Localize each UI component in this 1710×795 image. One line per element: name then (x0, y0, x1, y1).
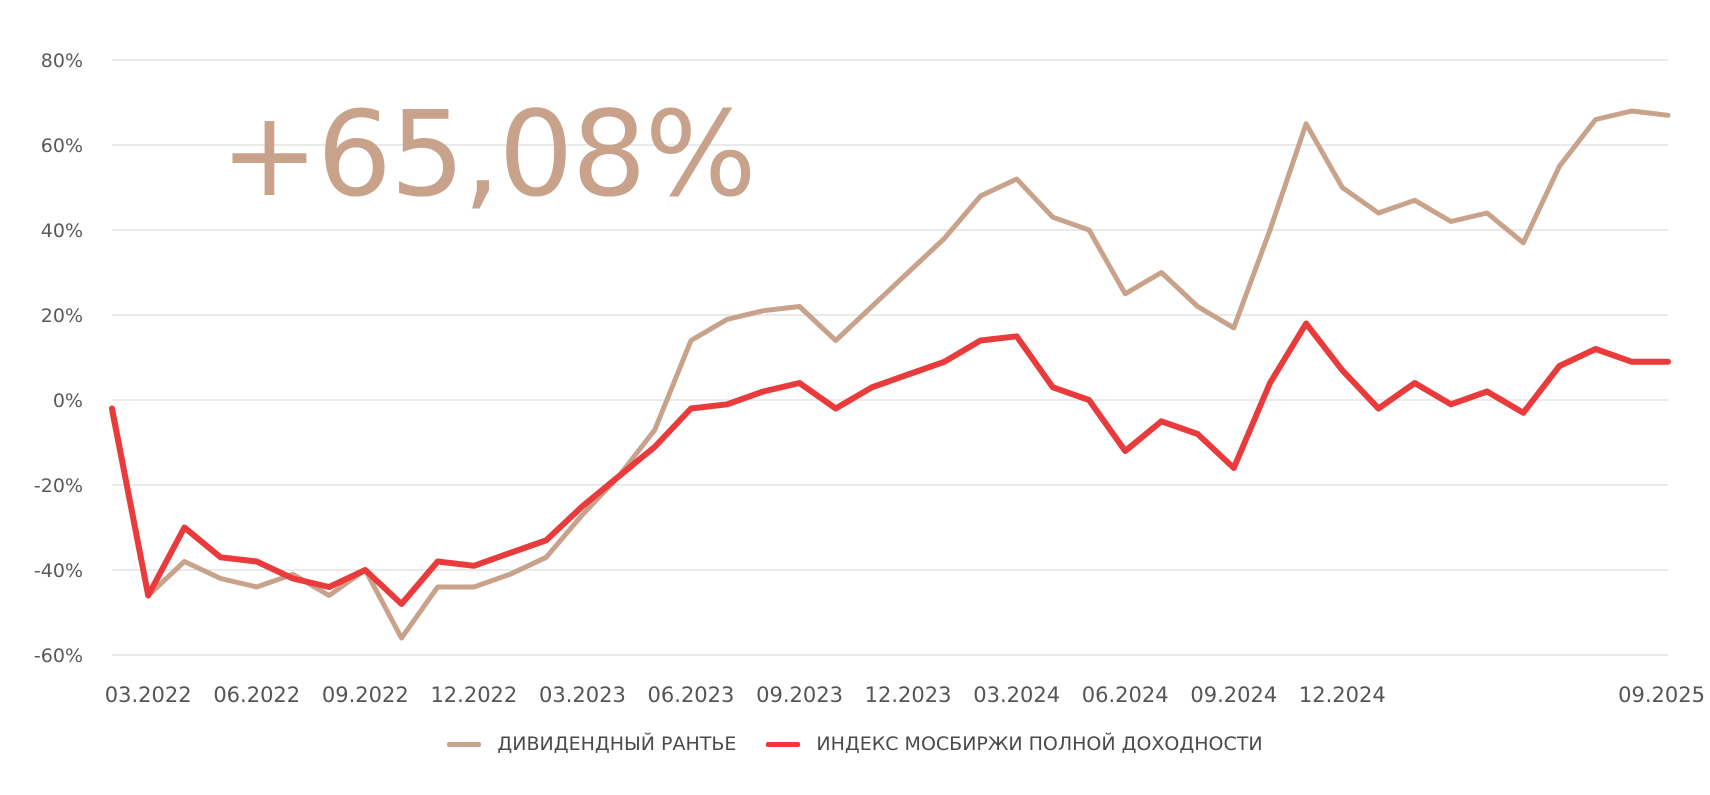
return-highlight: +65,08% (220, 85, 755, 223)
x-axis-ticks: 03.2022 06.2022 09.2022 12.2022 03.2023 06.20… (105, 683, 1705, 707)
y-axis-ticks: 80% 60% 40% 20% 0% -20% -40% -60% (34, 50, 83, 667)
y-tick-label: 20% (41, 305, 83, 327)
x-tick-label: 09.2024 (1190, 683, 1277, 707)
y-tick-label: 40% (41, 220, 83, 242)
x-tick-label: 06.2022 (213, 683, 300, 707)
x-tick-label: 12.2022 (430, 683, 517, 707)
y-tick-label: 0% (53, 390, 83, 412)
series-lines (109, 108, 1671, 641)
y-tick-label: 60% (41, 135, 83, 157)
gridlines (112, 59, 1668, 656)
x-tick-label: 03.2022 (105, 683, 192, 707)
legend-label-moex-total-return: ИНДЕКС МОСБИРЖИ ПОЛНОЙ ДОХОДНОСТИ (816, 733, 1263, 755)
x-tick-label: 03.2023 (539, 683, 626, 707)
y-tick-label: -60% (34, 645, 83, 667)
x-tick-label: 06.2024 (1082, 683, 1169, 707)
legend-swatch-moex-total-return (766, 741, 801, 747)
x-tick-label: 09.2025 (1618, 683, 1705, 707)
legend-item-moex-total-return: ИНДЕКС МОСБИРЖИ ПОЛНОЙ ДОХОДНОСТИ (766, 733, 1263, 755)
series-line-dividend-rentier (109, 108, 1671, 641)
y-tick-label: 80% (41, 50, 83, 72)
x-tick-label: 12.2023 (865, 683, 952, 707)
y-tick-label: -40% (34, 560, 83, 582)
x-tick-label: 12.2024 (1299, 683, 1386, 707)
legend-item-dividend-rentier: ДИВИДЕНДНЫЙ РАНТЬЕ (447, 733, 736, 755)
legend: ДИВИДЕНДНЫЙ РАНТЬЕ ИНДЕКС МОСБИРЖИ ПОЛНО… (0, 733, 1710, 755)
legend-swatch-dividend-rentier (447, 741, 482, 747)
legend-label-dividend-rentier: ДИВИДЕНДНЫЙ РАНТЬЕ (497, 733, 737, 755)
series-line-moex-total-return (109, 320, 1671, 607)
x-tick-label: 06.2023 (648, 683, 735, 707)
y-tick-label: -20% (34, 475, 83, 497)
x-tick-label: 03.2024 (973, 683, 1060, 707)
x-tick-label: 09.2022 (322, 683, 409, 707)
x-tick-label: 09.2023 (756, 683, 843, 707)
